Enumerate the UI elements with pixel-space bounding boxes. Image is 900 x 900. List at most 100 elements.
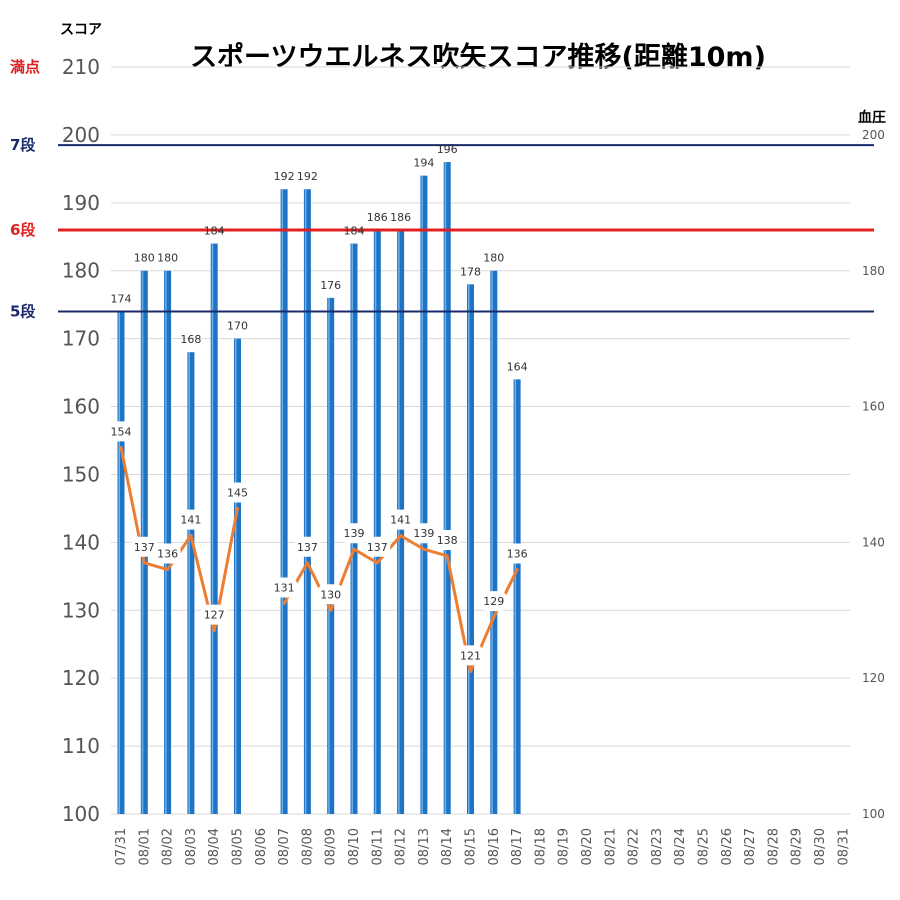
bar-highlight	[514, 379, 517, 814]
bar	[373, 229, 381, 814]
line-segment	[352, 547, 379, 565]
line-value-label: 129	[483, 595, 504, 608]
bar-value-label: 176	[320, 279, 341, 292]
bar-highlight	[468, 284, 470, 814]
bar-value-label: 180	[134, 252, 155, 265]
line-label-box	[364, 536, 391, 557]
y-tick-label: 200	[62, 123, 100, 147]
x-tick-label: 08/03	[184, 828, 199, 865]
line-value-label: 136	[507, 548, 528, 561]
line-label-box	[224, 482, 251, 503]
bar	[490, 270, 498, 814]
x-tick-label: 07/31	[114, 828, 129, 865]
x-tick-label: 08/04	[207, 828, 222, 865]
line-label-box	[434, 529, 461, 550]
x-tick-label: 08/22	[627, 828, 642, 865]
line-label-box	[294, 536, 321, 557]
y-tick-label: 150	[62, 462, 100, 486]
bar-highlight	[165, 270, 167, 814]
x-tick-label: 08/05	[231, 828, 246, 865]
x-tick-label: 08/17	[510, 828, 525, 865]
y2-axis-label: 血圧	[858, 109, 886, 126]
y2-tick-label: 140	[862, 535, 885, 549]
bar	[443, 162, 451, 814]
x-tick-label: 08/31	[836, 828, 851, 865]
bar	[187, 352, 195, 814]
y-tick-label: 190	[62, 191, 100, 215]
x-tick-label: 08/27	[743, 828, 758, 865]
x-tick-label: 08/29	[790, 828, 805, 865]
line-label-box	[457, 645, 484, 666]
y2-tick-label: 180	[862, 264, 885, 278]
line-value-label: 137	[297, 541, 318, 554]
reference-label: 満点	[10, 58, 40, 76]
line-value-label: 145	[227, 486, 248, 499]
x-tick-label: 08/07	[277, 828, 292, 865]
bar-value-label: 184	[344, 225, 365, 238]
x-tick-label: 08/15	[464, 828, 479, 865]
line-label-box	[341, 523, 367, 544]
x-tick-label: 08/19	[557, 828, 572, 865]
line-label-box	[108, 421, 134, 442]
x-tick-label: 08/01	[137, 828, 152, 865]
y-tick-label: 210	[62, 55, 100, 79]
line-value-label: 137	[134, 541, 155, 554]
bar-highlight	[211, 243, 214, 815]
bar	[513, 379, 521, 814]
y2-tick-label: 100	[862, 807, 885, 821]
x-tick-label: 08/08	[300, 828, 315, 865]
line-label-box	[131, 536, 158, 557]
gridlines	[111, 66, 850, 815]
x-tick-label: 08/14	[440, 828, 455, 865]
bar-highlight	[421, 175, 423, 814]
y2-tick-label: 160	[862, 400, 885, 414]
bar-highlight	[188, 352, 190, 814]
line-label-box	[201, 604, 228, 625]
bar	[117, 311, 125, 814]
line-value-label: 138	[437, 534, 458, 547]
x-tick-label: 08/30	[813, 828, 828, 865]
bar-value-label: 180	[157, 252, 178, 265]
x-tick-label: 08/11	[370, 828, 385, 865]
line-label-box	[317, 584, 344, 605]
y2-tick-label: 200	[862, 128, 885, 142]
y-tick-label: 170	[62, 327, 100, 351]
line-value-label: 136	[157, 548, 178, 561]
x-tick-label: 08/16	[487, 828, 502, 865]
x-tick-label: 08/12	[394, 828, 409, 865]
x-tick-label: 08/28	[766, 828, 781, 865]
bar	[327, 297, 335, 815]
bar	[234, 338, 241, 814]
bar-highlight	[444, 162, 447, 814]
x-tick-label: 08/25	[697, 828, 712, 865]
bar-value-label: 192	[274, 170, 295, 183]
x-tick-label: 08/21	[603, 828, 618, 865]
line-value-label: 127	[204, 609, 225, 622]
bar-value-label: 168	[180, 333, 201, 346]
bar	[164, 270, 172, 814]
bar-value-label: 192	[297, 170, 318, 183]
y-tick-label: 180	[62, 259, 100, 283]
y-tick-label: 130	[62, 598, 100, 622]
reference-label: 7段	[10, 136, 35, 154]
line-value-label: 137	[367, 541, 388, 554]
bar-value-label: 186	[390, 211, 411, 224]
bar-highlight	[118, 311, 120, 814]
bar-value-label: 184	[204, 225, 225, 238]
line-segment	[422, 547, 449, 558]
line-value-label: 139	[413, 527, 434, 540]
bar-highlight	[304, 189, 307, 815]
x-tick-label: 08/13	[417, 828, 432, 865]
x-tick-label: 08/18	[533, 828, 548, 865]
chart-title: スポーツウエルネス吹矢スコア推移(距離10m)	[190, 41, 766, 73]
line-value-label: 141	[390, 514, 411, 527]
reference-label: 6段	[10, 221, 35, 239]
x-tick-label: 08/09	[324, 828, 339, 865]
bar	[303, 189, 311, 815]
line-label-box	[480, 591, 507, 612]
bar-value-label: 180	[483, 252, 504, 265]
line-label-box	[154, 543, 181, 564]
bar-value-label: 164	[507, 360, 528, 373]
